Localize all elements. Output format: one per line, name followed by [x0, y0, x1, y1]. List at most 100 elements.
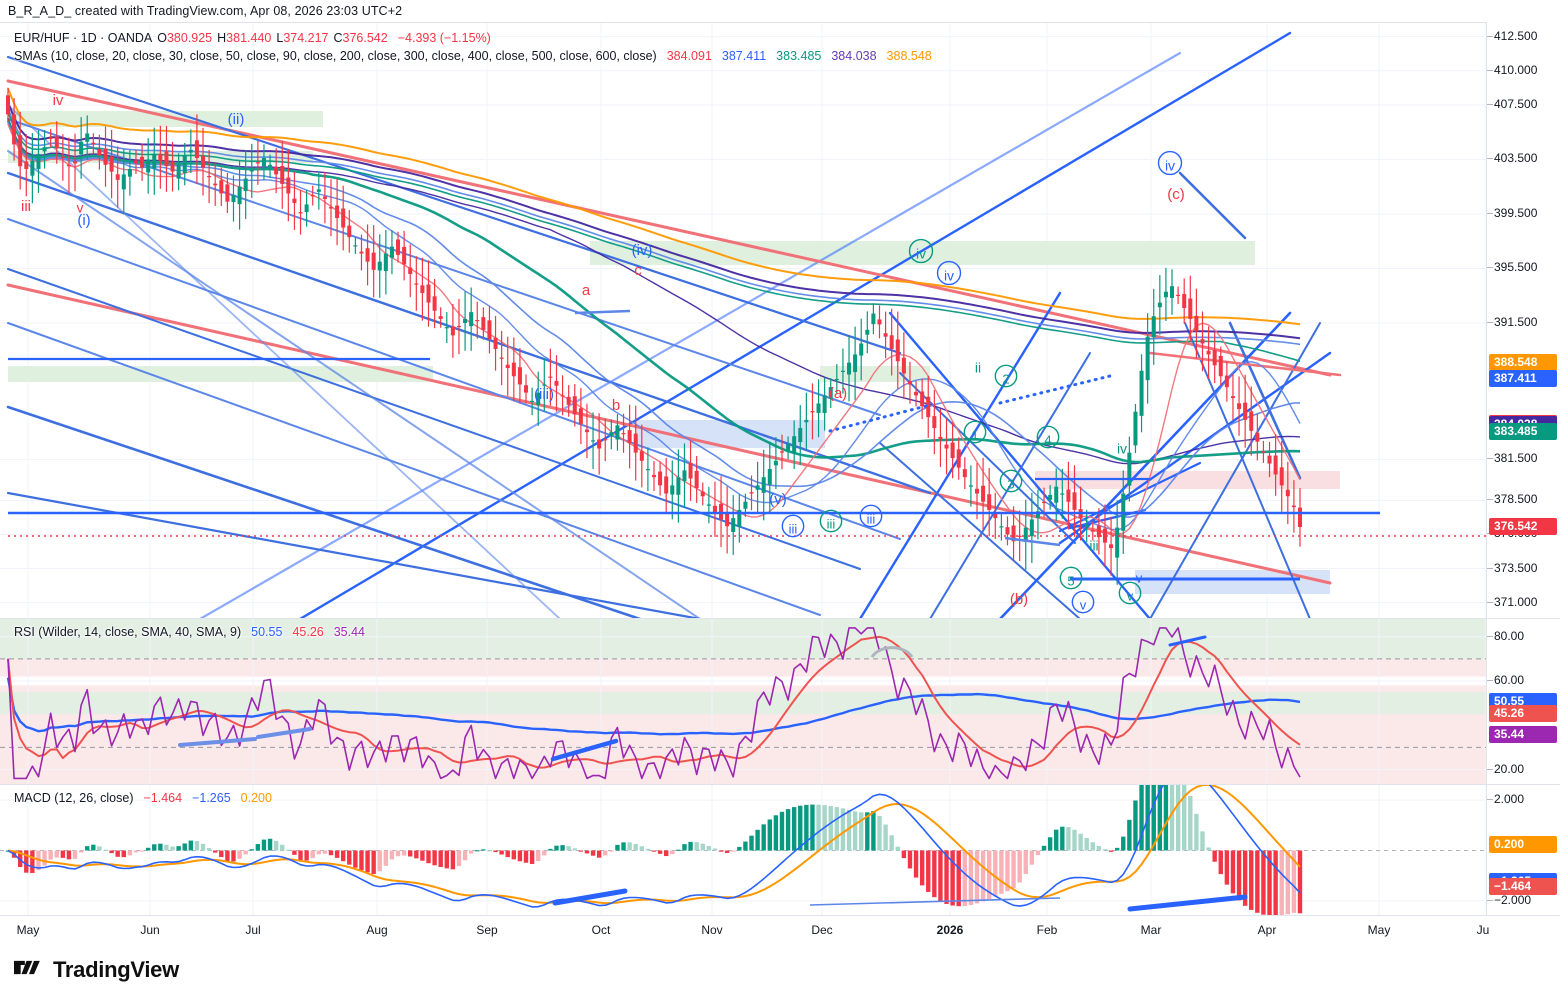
axis-tick-mark	[1487, 35, 1493, 37]
time-axis-label-dec: Dec	[811, 923, 833, 937]
sma-value-10: 384.091	[666, 49, 712, 63]
price-axis-tick-3: 403.500	[1494, 151, 1538, 166]
time-axis-label-oct: Oct	[591, 923, 611, 937]
axis-separator	[1487, 618, 1560, 619]
wave-label-iv: iv	[53, 92, 64, 109]
time-axis-label-may: May	[1367, 923, 1391, 937]
legend-low-label: L	[276, 31, 284, 45]
macd-axis-pill-0[interactable]: 0.200	[1489, 836, 1557, 854]
time-axis-label-jul: Jul	[245, 923, 261, 937]
time-axis-label-apr: Apr	[1257, 923, 1277, 937]
time-axis-label-aug: Aug	[366, 923, 388, 937]
legend-interval[interactable]: 1D	[80, 31, 97, 45]
wave-label-1: 1	[971, 427, 978, 442]
legend-high-label: H	[217, 31, 227, 45]
wave-label-iv: iv	[944, 268, 954, 284]
wave-label-ii: ii	[975, 360, 981, 376]
time-axis-label-mar: Mar	[1140, 923, 1162, 937]
rsi-pane[interactable]: RSI (Wilder, 14, close, SMA, 40, SMA, 9)…	[0, 618, 1486, 784]
rsi-plot	[0, 619, 1486, 784]
legend-symbol[interactable]: EUR/HUF	[14, 31, 70, 45]
price-axis-pill-4[interactable]: 383.485	[1489, 423, 1557, 441]
wave-label-c: (c)	[1167, 186, 1185, 203]
price-axis-pill-5[interactable]: 376.542	[1489, 518, 1557, 536]
wave-label-a: a	[582, 282, 591, 299]
macd-axis-tick-1: −2.000	[1494, 892, 1532, 907]
macd-title[interactable]: MACD (12, 26, close)	[14, 791, 134, 805]
legend-open-label: O	[157, 31, 167, 45]
legend-close-label: C	[333, 31, 343, 45]
price-axis-tick-4: 399.500	[1494, 205, 1538, 220]
wave-label-a: (a)	[829, 385, 847, 402]
price-axis[interactable]: 412.500 410.000 407.500 403.500 399.500 395.5…	[1486, 22, 1560, 915]
wave-label-v: v	[77, 200, 84, 216]
wave-label-5: 5	[1067, 573, 1074, 588]
wave-label-iii: (iii)	[534, 386, 554, 403]
macd-axis-pill-2[interactable]: −1.464	[1489, 878, 1557, 896]
rsi-axis-pill-2[interactable]: 35.44	[1489, 726, 1557, 744]
wave-label-iii: iii	[21, 198, 31, 215]
rsi-axis-tick-2: 20.00	[1494, 761, 1525, 776]
rsi-axis-pill-1[interactable]: 45.26	[1489, 704, 1557, 722]
axis-tick-mark	[1487, 499, 1493, 501]
wave-label-b: (b)	[1010, 591, 1028, 608]
macd-legend: MACD (12, 26, close) −1.464 −1.265 0.200	[14, 791, 272, 805]
axis-tick-mark	[1487, 679, 1493, 681]
axis-tick-mark	[1487, 899, 1493, 901]
footer: TradingView	[0, 945, 1560, 999]
axis-tick-mark	[1487, 601, 1493, 603]
time-axis[interactable]: May Jun Jul Aug Sep Oct Nov Dec 2026 Feb Mar Apr May…	[0, 915, 1560, 945]
tradingview-logo[interactable]: TradingView	[14, 957, 179, 983]
axis-tick-mark	[1487, 458, 1493, 460]
legend-low-value: 374.217	[283, 31, 329, 45]
time-axis-label-nov: Nov	[701, 923, 723, 937]
sma-value-90: 388.548	[886, 49, 932, 63]
macd-axis-tick-0: 2.000	[1494, 792, 1525, 807]
wave-label-v: v	[1127, 588, 1134, 603]
axis-tick-mark	[1487, 567, 1493, 569]
axis-tick-mark	[1487, 635, 1493, 637]
rsi-value-sma40: 50.55	[251, 625, 283, 639]
legend-open-value: 380.925	[166, 31, 213, 45]
rsi-value-main: 35.44	[333, 625, 365, 639]
price-axis-pill-1[interactable]: 387.411	[1489, 369, 1557, 387]
wave-label-b: b	[612, 397, 620, 414]
wave-label-iv: iv	[1117, 441, 1127, 457]
price-legend-line2: SMAs (10, close, 20, close, 30, close, 5…	[14, 49, 932, 63]
wave-label-iv: iv	[916, 246, 926, 262]
price-legend-line1: EUR/HUF · 1D · OANDA O380.925 H381.440 L374…	[14, 31, 491, 45]
time-axis-label-2026: 2026	[936, 923, 964, 937]
sma-title[interactable]: SMAs (10, close, 20, close, 30, close, 5…	[14, 49, 657, 63]
legend-close-value: 376.542	[342, 31, 388, 45]
tradingview-wordmark: TradingView	[53, 957, 179, 982]
wave-label-iii: iii	[789, 521, 798, 536]
wave-label-4: 4	[1044, 432, 1051, 447]
axis-tick-mark	[1487, 69, 1493, 71]
price-axis-tick-6: 391.500	[1494, 315, 1538, 330]
price-axis-tick-0: 412.500	[1494, 28, 1538, 43]
price-axis-tick-11: 371.000	[1494, 594, 1538, 609]
macd-plot	[0, 785, 1486, 915]
axis-tick-mark	[1487, 768, 1493, 770]
macd-value-signal: −1.265	[192, 791, 231, 805]
sma-value-30: 383.485	[776, 49, 822, 63]
wave-label-2: 2	[1002, 371, 1009, 386]
axis-tick-mark	[1487, 267, 1493, 269]
price-pane[interactable]: iv (ii) iii v (i) (iv) c a (iii) b (a) iv iv ii 2 1 4 3 iv…	[0, 22, 1486, 618]
price-axis-pill-0[interactable]: 388.548	[1489, 354, 1557, 372]
wave-label-ii: (ii)	[228, 111, 245, 128]
price-axis-tick-10: 373.500	[1494, 560, 1538, 575]
macd-pane[interactable]: MACD (12, 26, close) −1.464 −1.265 0.200	[0, 784, 1486, 915]
chart-caption: B_R_A_D_ created with TradingView.com, A…	[8, 4, 403, 18]
wave-label-3: 3	[1007, 476, 1014, 491]
price-axis-tick-1: 410.000	[1494, 62, 1538, 77]
sma-value-50: 384.038	[831, 49, 877, 63]
axis-separator	[1487, 784, 1560, 785]
wave-label-v: v	[1136, 570, 1143, 585]
axis-tick-mark	[1487, 212, 1493, 214]
price-axis-tick-5: 395.500	[1494, 260, 1538, 275]
rsi-title[interactable]: RSI (Wilder, 14, close, SMA, 40, SMA, 9)	[14, 625, 242, 639]
wave-label-iv: (iv)	[632, 242, 653, 259]
